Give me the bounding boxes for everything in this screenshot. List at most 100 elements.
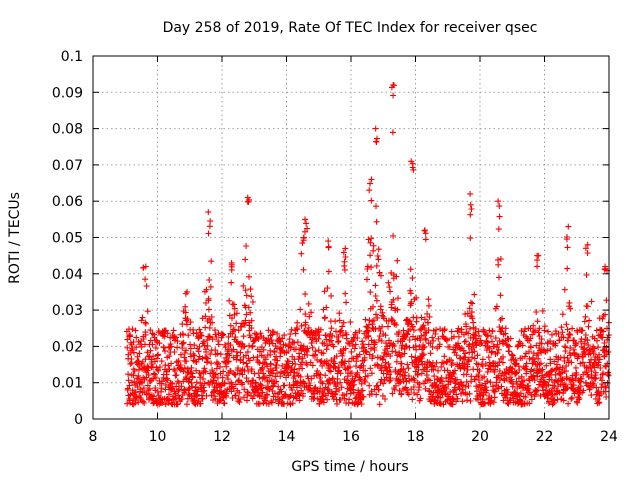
data-point — [262, 340, 269, 347]
data-point — [498, 383, 505, 390]
y-tick-label: 0.04 — [52, 267, 83, 283]
data-point — [429, 334, 436, 341]
x-tick-label: 20 — [471, 429, 489, 445]
data-point — [418, 370, 425, 377]
data-point — [259, 364, 266, 371]
data-point — [389, 348, 396, 355]
data-point — [225, 376, 232, 383]
data-point — [150, 353, 157, 360]
data-point — [462, 338, 469, 345]
data-point — [226, 297, 233, 304]
data-point — [150, 370, 157, 377]
data-point — [202, 313, 209, 320]
data-point — [536, 325, 543, 332]
data-point — [483, 387, 490, 394]
data-point — [359, 387, 366, 394]
data-point — [321, 288, 328, 295]
data-point — [262, 356, 269, 363]
data-point — [232, 381, 239, 388]
data-point — [414, 391, 421, 398]
data-point — [495, 346, 502, 353]
data-point — [441, 327, 448, 334]
data-point — [357, 376, 364, 383]
data-point — [208, 258, 215, 265]
data-point — [362, 378, 369, 385]
data-point — [446, 393, 452, 400]
data-point — [414, 371, 421, 378]
data-point — [339, 332, 346, 339]
data-point — [228, 266, 235, 273]
data-point — [197, 400, 204, 407]
data-point — [206, 333, 213, 340]
data-point — [337, 379, 344, 386]
data-point — [372, 125, 379, 132]
data-point — [482, 361, 489, 367]
data-point — [595, 396, 601, 402]
data-point — [320, 399, 327, 406]
y-tick-label: 0.07 — [52, 158, 83, 174]
data-point — [545, 381, 552, 388]
data-point — [171, 349, 178, 355]
data-point — [336, 310, 343, 317]
data-point — [254, 386, 261, 393]
data-point — [367, 239, 374, 246]
grid-lines — [93, 56, 609, 419]
data-point — [182, 309, 189, 316]
data-point — [332, 365, 339, 372]
data-point — [548, 388, 555, 395]
data-point — [534, 318, 541, 325]
data-point — [323, 346, 330, 353]
data-point — [348, 348, 355, 355]
data-point — [530, 322, 537, 329]
data-point — [210, 377, 217, 384]
data-point — [534, 263, 541, 270]
data-point — [452, 386, 459, 393]
data-point — [328, 337, 335, 344]
data-point — [200, 375, 207, 382]
data-point — [366, 351, 373, 358]
data-point — [308, 309, 315, 316]
data-point — [162, 348, 168, 355]
data-point — [233, 320, 240, 327]
data-point — [235, 327, 242, 334]
data-point — [331, 360, 338, 367]
data-point — [367, 345, 374, 352]
data-point — [467, 190, 474, 197]
data-point — [402, 384, 409, 391]
data-point — [258, 393, 265, 400]
data-point — [376, 333, 383, 340]
data-point — [303, 220, 310, 227]
data-point — [198, 370, 204, 377]
data-point — [426, 377, 433, 384]
data-point — [433, 399, 440, 406]
data-point — [481, 373, 488, 380]
data-point — [468, 206, 475, 212]
data-point — [293, 384, 300, 391]
data-point — [177, 351, 184, 358]
data-point — [389, 390, 396, 397]
data-point — [191, 352, 198, 359]
data-point — [140, 336, 147, 342]
data-point — [418, 358, 425, 365]
data-point — [585, 323, 592, 330]
data-point — [568, 359, 575, 366]
x-tick-label: 18 — [407, 429, 425, 445]
data-point — [571, 351, 578, 358]
data-point — [407, 287, 414, 294]
data-point — [455, 340, 462, 347]
data-point — [143, 283, 150, 290]
data-point — [413, 294, 420, 301]
data-point — [563, 236, 570, 243]
data-point — [302, 228, 308, 235]
data-point — [370, 317, 377, 324]
data-point — [175, 357, 182, 364]
data-point — [458, 381, 465, 388]
data-point — [373, 311, 379, 318]
data-point — [356, 351, 363, 358]
data-point — [545, 328, 551, 335]
data-point — [214, 350, 221, 357]
data-point — [435, 389, 442, 396]
data-point — [201, 380, 208, 387]
data-point — [248, 293, 255, 300]
data-point — [402, 369, 409, 376]
